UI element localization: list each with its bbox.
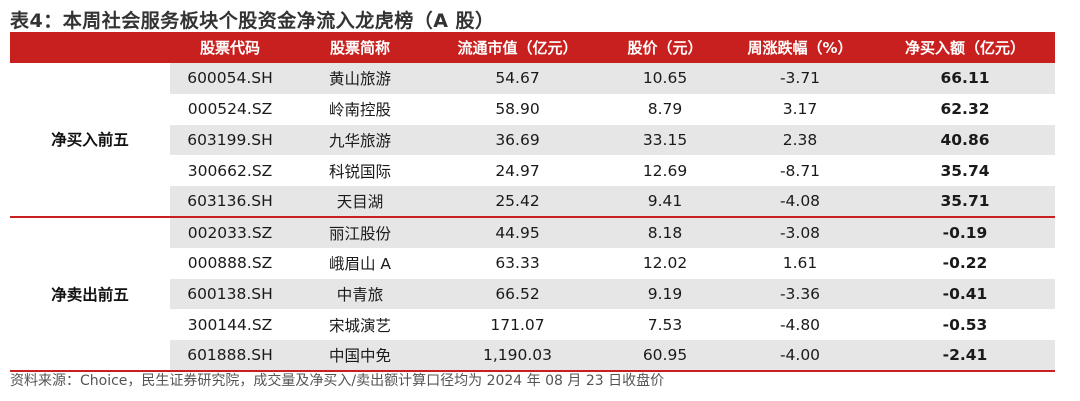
weekly-change-cell: -3.71	[725, 63, 875, 94]
header-market-cap: 流通市值（亿元）	[457, 39, 578, 57]
table-row: 601888.SH 中国中免 1,190.03 60.95 -4.00 -2.41	[10, 340, 1055, 371]
net-buy-cell: -2.41	[875, 340, 1055, 371]
table-row: 净卖出前五 002033.SZ 丽江股份 44.95 8.18 -3.08 -0.19	[10, 215, 1055, 371]
weekly-change-cell: -3.36	[725, 278, 875, 310]
stock-name-cell: 九华旅游	[290, 124, 430, 156]
table-body: 净买入前五 600054.SH 黄山旅游 54.67 10.65 -3.71 66.11 00…	[10, 63, 1055, 371]
net-buy-cell: -0.19	[875, 215, 1055, 248]
stock-code-cell: 000524.SZ	[170, 93, 290, 125]
stock-code-cell: 000888.SZ	[170, 247, 290, 279]
stock-name-cell: 科锐国际	[290, 155, 430, 187]
header-row: 股票代码 股票简称 流通市值（亿元） 股价（元） 周涨跌幅（%） 净买入额（亿元…	[10, 32, 1055, 63]
group-label: 净卖出前五	[10, 215, 170, 371]
stock-name-cell: 峨眉山 A	[290, 247, 430, 279]
table-row: 000524.SZ 岭南控股 58.90 8.79 3.17 62.32	[10, 93, 1055, 125]
price-cell: 9.41	[605, 186, 725, 217]
weekly-change-cell: 2.38	[725, 124, 875, 156]
stock-name-cell: 丽江股份	[290, 215, 430, 248]
price-cell: 12.69	[605, 155, 725, 187]
header-name: 股票简称	[329, 39, 390, 57]
market-cap-cell: 36.69	[430, 124, 605, 156]
weekly-change-cell: 1.61	[725, 247, 875, 279]
weekly-change-cell: -4.08	[725, 186, 875, 217]
header-price: 股价（元）	[627, 39, 703, 57]
market-cap-cell: 63.33	[430, 247, 605, 279]
weekly-change-cell: 3.17	[725, 93, 875, 125]
header-weekly-change: 周涨跌幅（%）	[747, 39, 853, 57]
dragon-tiger-table: 股票代码 股票简称 流通市值（亿元） 股价（元） 周涨跌幅（%） 净买入额（亿元…	[10, 32, 1055, 372]
stock-code-cell: 300662.SZ	[170, 155, 290, 187]
market-cap-cell: 1,190.03	[430, 340, 605, 371]
table-title: 表4：本周社会服务板块个股资金净流入龙虎榜（A 股）	[10, 10, 495, 32]
stock-code-cell: 002033.SZ	[170, 215, 290, 248]
price-cell: 8.18	[605, 215, 725, 248]
price-cell: 10.65	[605, 63, 725, 94]
stock-name-cell: 中国中免	[290, 340, 430, 371]
header-code: 股票代码	[199, 39, 260, 57]
weekly-change-cell: -8.71	[725, 155, 875, 187]
net-buy-cell: 35.71	[875, 186, 1055, 217]
market-cap-cell: 54.67	[430, 63, 605, 94]
weekly-change-cell: -4.80	[725, 309, 875, 341]
stock-code-cell: 600138.SH	[170, 278, 290, 310]
net-buy-cell: 66.11	[875, 63, 1055, 94]
price-cell: 33.15	[605, 124, 725, 156]
net-buy-cell: -0.22	[875, 247, 1055, 279]
stock-code-cell: 300144.SZ	[170, 309, 290, 341]
header-group	[10, 32, 170, 63]
group-label: 净买入前五	[10, 63, 170, 217]
stock-name-cell: 中青旅	[290, 278, 430, 310]
stock-code-cell: 603199.SH	[170, 124, 290, 156]
stock-name-cell: 岭南控股	[290, 93, 430, 125]
price-cell: 12.02	[605, 247, 725, 279]
table-row: 300144.SZ 宋城演艺 171.07 7.53 -4.80 -0.53	[10, 309, 1055, 341]
stock-name-cell: 宋城演艺	[290, 309, 430, 341]
price-cell: 8.79	[605, 93, 725, 125]
table-row: 600138.SH 中青旅 66.52 9.19 -3.36 -0.41	[10, 278, 1055, 310]
net-buy-cell: 40.86	[875, 124, 1055, 156]
price-cell: 9.19	[605, 278, 725, 310]
table-row: 000888.SZ 峨眉山 A 63.33 12.02 1.61 -0.22	[10, 247, 1055, 279]
net-buy-cell: -0.53	[875, 309, 1055, 341]
source-note: 资料来源：Choice，民生证券研究院，成交量及净买入/卖出额计算口径均为 20…	[10, 373, 665, 389]
stock-code-cell: 603136.SH	[170, 186, 290, 217]
stock-name-cell: 黄山旅游	[290, 63, 430, 94]
market-cap-cell: 66.52	[430, 278, 605, 310]
stock-code-cell: 601888.SH	[170, 340, 290, 371]
price-cell: 7.53	[605, 309, 725, 341]
table-row: 300662.SZ 科锐国际 24.97 12.69 -8.71 35.74	[10, 155, 1055, 187]
table-row: 净买入前五 600054.SH 黄山旅游 54.67 10.65 -3.71 66.11	[10, 63, 1055, 217]
market-cap-cell: 24.97	[430, 155, 605, 187]
header-net-buy: 净买入额（亿元）	[904, 39, 1025, 57]
stock-name-cell: 天目湖	[290, 186, 430, 217]
weekly-change-cell: -4.00	[725, 340, 875, 371]
market-cap-cell: 44.95	[430, 215, 605, 248]
net-buy-cell: 62.32	[875, 93, 1055, 125]
weekly-change-cell: -3.08	[725, 215, 875, 248]
stock-code-cell: 600054.SH	[170, 63, 290, 94]
market-cap-cell: 58.90	[430, 93, 605, 125]
price-cell: 60.95	[605, 340, 725, 371]
net-buy-cell: 35.74	[875, 155, 1055, 187]
table-row: 603136.SH 天目湖 25.42 9.41 -4.08 35.71	[10, 186, 1055, 217]
market-cap-cell: 25.42	[430, 186, 605, 217]
market-cap-cell: 171.07	[430, 309, 605, 341]
net-buy-cell: -0.41	[875, 278, 1055, 310]
table-row: 603199.SH 九华旅游 36.69 33.15 2.38 40.86	[10, 124, 1055, 156]
